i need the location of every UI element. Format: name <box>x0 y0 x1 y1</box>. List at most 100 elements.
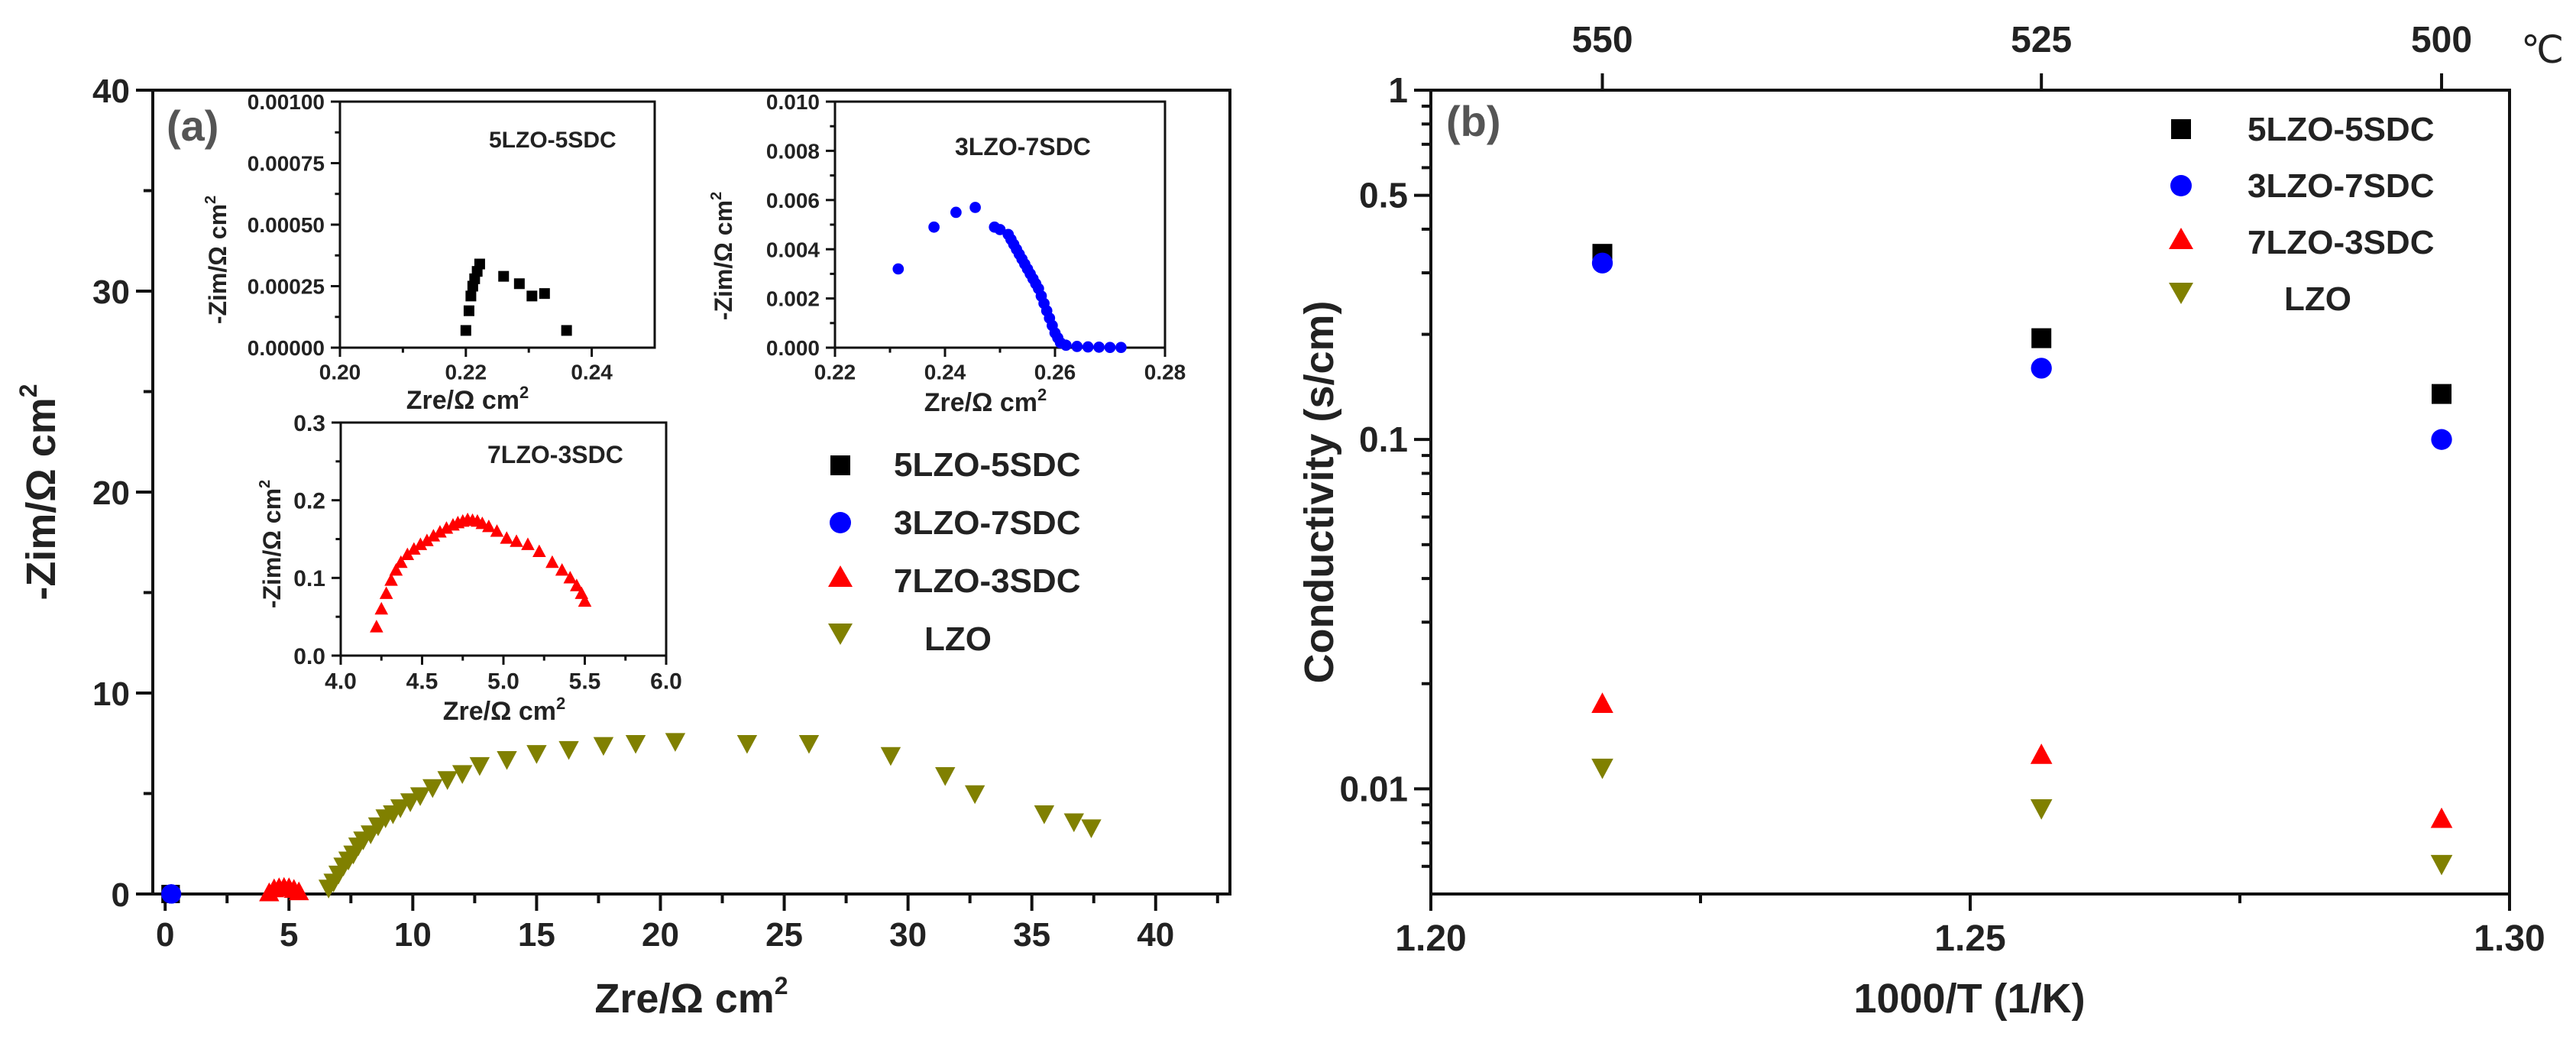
inset-a3: 4.0 4.5 5.0 5.5 6.0 0.0 0.1 0.2 0.3 7LZO-3SDC Zr… <box>257 411 682 726</box>
legend-label-lzo: LZO <box>2284 280 2351 318</box>
data-point-5lzo-5sdc <box>513 278 525 290</box>
x-tick-label: 0.24 <box>924 360 966 384</box>
inset-a3-legend: 7LZO-3SDC <box>487 441 623 468</box>
data-point-7lzo-3sdc <box>555 562 569 576</box>
y-tick-label: 0.1 <box>1359 419 1408 459</box>
data-point-7lzo-3sdc <box>289 881 309 901</box>
data-point-lzo <box>964 785 985 805</box>
y-tick-label: 40 <box>92 73 130 110</box>
data-point-lzo <box>665 733 686 752</box>
chart-a-ticks: 0 5 10 15 20 25 30 35 40 0 10 20 30 40 <box>92 73 1219 954</box>
data-point-7lzo-3sdc <box>400 547 415 561</box>
data-point-lzo <box>400 793 421 812</box>
legend-marker-square <box>830 455 850 475</box>
inset-a1-ylabel: -Zim/Ω cm2 <box>202 196 231 324</box>
data-point-lzo <box>2430 854 2453 876</box>
data-point-lzo <box>593 737 614 756</box>
x-tick-label: 25 <box>765 916 803 954</box>
data-point-7lzo-3sdc <box>578 594 592 607</box>
chart-a-xlabel: Zre/Ω cm2 <box>594 972 788 1022</box>
y-tick-label: 0.01 <box>1339 769 1408 808</box>
data-point-5lzo-5sdc <box>2432 384 2452 404</box>
legend-marker-triangle-up <box>828 565 853 587</box>
data-point-7lzo-3sdc <box>545 555 559 568</box>
chart-a-panel-label: (a) <box>167 102 218 150</box>
legend-label-3lzo-7sdc: 3LZO-7SDC <box>894 504 1080 542</box>
top-tick-label: 525 <box>2011 20 2072 60</box>
chart-b-ylabel: Conductivity (s/cm) <box>1296 300 1342 683</box>
data-point-lzo <box>736 734 758 754</box>
legend-marker-triangle-down <box>2169 283 2193 304</box>
data-point-7lzo-3sdc <box>413 537 428 550</box>
y-tick-label: 10 <box>92 675 130 713</box>
inset-a2: 0.22 0.24 0.26 0.28 0.000 0.002 0.004 0.006 0.00… <box>708 90 1186 417</box>
legend-label-7lzo-3sdc: 7LZO-3SDC <box>2248 224 2434 261</box>
chart-b-frame <box>1429 89 2511 896</box>
data-point-3lzo-7sdc <box>1060 339 1072 351</box>
y-tick-label: 0.2 <box>293 488 325 513</box>
data-point-3lzo-7sdc <box>950 206 962 219</box>
chart-b-ticks: 1.20 1.25 1.30 0.01 0.1 0.5 1 550 525 500 <box>1339 20 2545 959</box>
legend-label-lzo: LZO <box>924 620 992 658</box>
x-tick-label: 4.5 <box>406 669 439 695</box>
top-tick-label: 500 <box>2411 20 2472 60</box>
data-point-7lzo-3sdc <box>500 531 514 544</box>
data-point-lzo <box>1034 805 1055 824</box>
chart-b-top-unit: ℃ <box>2521 28 2564 71</box>
top-tick-label: 550 <box>1571 20 1633 60</box>
y-tick-label: 0.00050 <box>248 213 325 237</box>
chart-b-panel-label: (b) <box>1446 97 1501 145</box>
data-point-7lzo-3sdc <box>521 537 535 550</box>
legend-label-5lzo-5sdc: 5LZO-5SDC <box>894 446 1080 484</box>
legend-marker-square <box>2171 119 2191 139</box>
y-tick-label: 0.0 <box>293 644 325 669</box>
data-point-7lzo-3sdc <box>379 586 393 599</box>
inset-a1-legend: 5LZO-5SDC <box>489 128 616 153</box>
data-point-7lzo-3sdc <box>394 555 408 568</box>
chart-b: 1.20 1.25 1.30 0.01 0.1 0.5 1 550 525 500 (b) 100… <box>1296 20 2564 1022</box>
data-point-3lzo-7sdc <box>1082 341 1094 353</box>
inset-a1: 0.20 0.22 0.24 0.00000 0.00025 0.00050 0.00075… <box>202 90 656 415</box>
y-tick-label: 0.5 <box>1359 176 1408 215</box>
data-point-5lzo-5sdc <box>460 325 471 336</box>
y-tick-label: 0.004 <box>766 238 820 261</box>
x-tick-label: 5 <box>280 916 298 954</box>
x-tick-label: 1.20 <box>1395 918 1466 959</box>
y-tick-label: 0.00000 <box>248 336 325 360</box>
data-point-lzo <box>935 767 956 786</box>
data-point-lzo <box>880 747 901 766</box>
y-tick-label: 0 <box>112 876 130 914</box>
y-tick-label: 0.008 <box>766 139 820 163</box>
inset-a1-xlabel: Zre/Ω cm2 <box>406 383 529 415</box>
data-point-3lzo-7sdc <box>1104 342 1116 354</box>
data-point-7lzo-3sdc <box>374 601 389 615</box>
x-tick-label: 0.24 <box>571 360 613 384</box>
data-point-7lzo-3sdc <box>2430 807 2453 828</box>
y-tick-label: 0.3 <box>293 411 325 436</box>
data-point-7lzo-3sdc <box>2030 743 2053 764</box>
data-point-7lzo-3sdc <box>482 520 496 533</box>
data-point-lzo <box>390 799 411 818</box>
legend-marker-circle <box>2170 175 2192 196</box>
data-point-lzo <box>558 740 579 760</box>
data-point-5lzo-5sdc <box>2031 328 2052 348</box>
data-point-7lzo-3sdc <box>370 620 383 633</box>
data-point-7lzo-3sdc <box>407 542 421 555</box>
y-tick-label: 0.00075 <box>248 152 325 176</box>
chart-b-xlabel: 1000/T (1/K) <box>1853 976 2085 1022</box>
data-point-7lzo-3sdc <box>420 533 434 546</box>
x-tick-label: 1.30 <box>2474 918 2545 959</box>
data-point-lzo <box>1081 819 1102 839</box>
x-tick-label: 10 <box>394 916 432 954</box>
legend-label-5lzo-5sdc: 5LZO-5SDC <box>2248 111 2434 148</box>
y-tick-label: 0.010 <box>766 90 820 114</box>
x-tick-label: 30 <box>889 916 927 954</box>
x-tick-label: 35 <box>1013 916 1050 954</box>
y-tick-label: 0.1 <box>293 566 325 591</box>
data-point-7lzo-3sdc <box>1591 692 1613 713</box>
y-tick-label: 0.000 <box>766 336 820 360</box>
chart-b-points <box>1591 244 2453 876</box>
data-point-5lzo-5sdc <box>463 305 474 316</box>
y-tick-label: 1 <box>1388 70 1408 110</box>
